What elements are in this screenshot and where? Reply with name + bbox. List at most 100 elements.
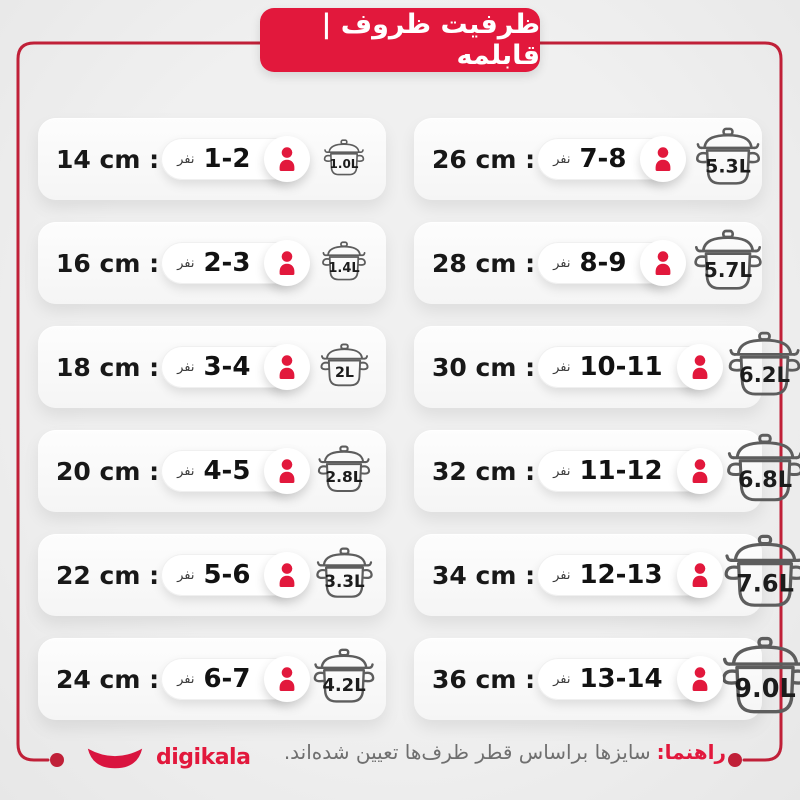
capacity-label: 3.3L — [324, 571, 365, 591]
person-icon — [692, 667, 708, 691]
capacity-label: 6.2L — [739, 363, 790, 388]
person-icon — [280, 563, 295, 587]
people-pill-group: نفر 11-12 — [537, 448, 723, 494]
people-unit-label: نفر — [553, 671, 571, 687]
person-badge — [676, 344, 723, 390]
person-icon — [656, 251, 671, 275]
guide-note-text: سایزها براساس قطر ظرف‌ها تعیین شده‌اند. — [283, 740, 651, 764]
size-row-card: 22 cm : نفر 5-6 — [38, 534, 386, 616]
people-unit-label: نفر — [553, 255, 571, 271]
pot-icon-area: 7.6L — [709, 534, 800, 616]
pot-icon: 4.2L — [314, 649, 375, 703]
capacity-label: 7.6L — [736, 570, 794, 598]
people-count: 7-8 — [579, 144, 627, 174]
people-count: 13-14 — [579, 664, 663, 694]
people-unit-label: نفر — [553, 359, 571, 375]
person-icon — [280, 251, 295, 275]
people-pill-group: نفر 6-7 — [161, 656, 311, 702]
pot-icon-area: 4.2L — [296, 648, 392, 709]
person-badge — [640, 136, 687, 182]
person-icon — [280, 147, 295, 171]
digikala-logo: digikala — [84, 742, 251, 772]
pot-icon: 5.7L — [694, 229, 763, 290]
size-row-card: 18 cm : نفر 3-4 — [38, 326, 386, 408]
size-label: 26 cm : — [432, 144, 536, 174]
capacity-label: 6.8L — [738, 467, 792, 493]
person-badge — [264, 344, 311, 390]
person-icon — [280, 355, 295, 379]
person-badge — [676, 448, 723, 494]
frame-left-dot — [50, 753, 64, 767]
capacity-label: 5.7L — [704, 258, 752, 282]
people-pill-group: نفر 7-8 — [537, 136, 687, 182]
pot-icon: 1.4L — [322, 241, 367, 281]
people-unit-label: نفر — [177, 671, 195, 687]
people-unit-label: نفر — [553, 567, 571, 583]
pot-icon: 5.3L — [696, 127, 761, 185]
people-pill-group: نفر 10-11 — [537, 344, 723, 390]
people-count: 2-3 — [203, 248, 251, 278]
size-label: 22 cm : — [56, 560, 160, 590]
pot-icon: 2L — [320, 343, 369, 386]
people-unit-label: نفر — [553, 151, 571, 167]
person-icon — [280, 459, 295, 483]
people-pill-group: نفر 5-6 — [161, 552, 311, 598]
guide-note: راهنما:سایزها براساس قطر ظرف‌ها تعیین شد… — [284, 740, 726, 764]
pot-icon-area: 5.3L — [672, 127, 784, 192]
column-left: 14 cm : نفر 1-2 — [38, 118, 386, 742]
people-count: 1-2 — [203, 144, 251, 174]
person-icon — [280, 667, 295, 691]
pot-icon-area: 2L — [296, 343, 392, 391]
people-unit-label: نفر — [177, 151, 195, 167]
people-unit-label: نفر — [177, 463, 195, 479]
person-badge — [264, 552, 311, 598]
size-row-card: 32 cm : نفر 11-12 — [414, 430, 800, 512]
people-pill-group: نفر 3-4 — [161, 344, 311, 390]
person-badge — [264, 136, 311, 182]
size-row-card: 30 cm : نفر 10-11 — [414, 326, 800, 408]
guide-note-label: راهنما: — [656, 740, 726, 764]
pot-icon: 3.3L — [316, 547, 373, 598]
size-label: 36 cm : — [432, 664, 536, 694]
pot-icon-area: 6.8L — [709, 433, 800, 510]
people-unit-label: نفر — [177, 359, 195, 375]
size-label: 20 cm : — [56, 456, 160, 486]
capacity-label: 1.4L — [329, 261, 360, 276]
digikala-smile-icon — [87, 748, 143, 769]
pot-icon: 2.8L — [318, 445, 371, 492]
page-title: ظرفیت ظروف | قابلمه — [260, 8, 540, 72]
people-pill-group: نفر 2-3 — [161, 240, 311, 286]
people-unit-label: نفر — [177, 255, 195, 271]
people-count: 11-12 — [579, 456, 663, 486]
size-label: 16 cm : — [56, 248, 160, 278]
size-row-card: 26 cm : نفر 7-8 — [414, 118, 762, 200]
size-label: 34 cm : — [432, 560, 536, 590]
pot-icon-area: 1.0L — [296, 138, 392, 180]
people-pill-group: نفر 13-14 — [537, 656, 723, 702]
people-pill-group: نفر 8-9 — [537, 240, 687, 286]
size-label: 24 cm : — [56, 664, 160, 694]
people-count: 8-9 — [579, 248, 627, 278]
size-row-card: 14 cm : نفر 1-2 — [38, 118, 386, 200]
people-count: 4-5 — [203, 456, 251, 486]
frame-right-dot — [728, 753, 742, 767]
size-row-card: 36 cm : نفر 13-14 — [414, 636, 800, 720]
person-badge — [676, 656, 723, 702]
digikala-wordmark: digikala — [156, 744, 251, 770]
size-row-card: 28 cm : نفر 8-9 — [414, 222, 763, 304]
capacity-label: 9.0L — [734, 674, 795, 704]
people-count: 10-11 — [579, 352, 663, 382]
people-unit-label: نفر — [177, 567, 195, 583]
size-label: 18 cm : — [56, 352, 160, 382]
pot-icon: 9.0L — [721, 636, 800, 713]
capacity-label: 2.8L — [326, 468, 363, 486]
person-icon — [692, 563, 708, 587]
capacity-label: 2L — [335, 365, 354, 381]
people-pill-group: نفر 4-5 — [161, 448, 311, 494]
page-title-text: ظرفیت ظروف | قابلمه — [321, 9, 540, 71]
person-badge — [264, 448, 311, 494]
pot-icon-area: 2.8L — [296, 445, 392, 498]
person-icon — [692, 459, 708, 483]
size-row-card: 34 cm : نفر 12-13 — [414, 534, 800, 616]
people-pill-group: نفر 12-13 — [537, 552, 723, 598]
